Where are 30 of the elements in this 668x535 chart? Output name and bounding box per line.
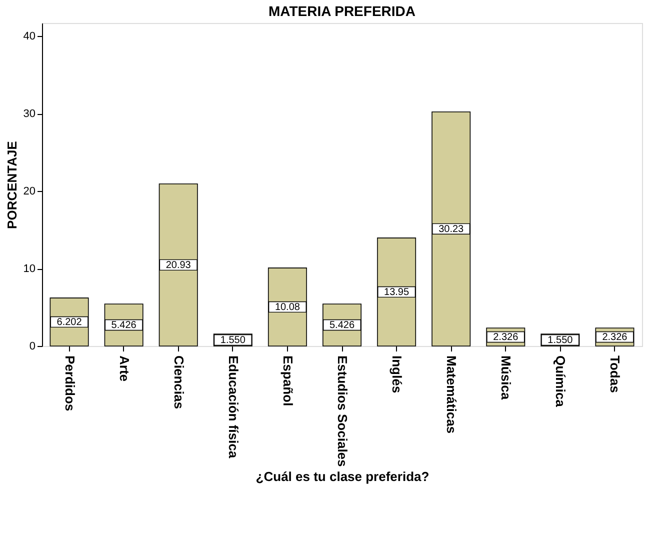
- data-label: 5.426: [111, 320, 137, 331]
- y-axis-title: PORCENTAJE: [4, 140, 20, 229]
- y-tick-label: 0: [29, 340, 36, 352]
- y-tick-label: 10: [23, 263, 36, 276]
- data-label: 5.426: [329, 320, 355, 331]
- data-label: 6.202: [56, 316, 82, 328]
- x-tick-label: Estudios Sociales: [335, 356, 350, 467]
- x-tick-label: Matemáticas: [444, 356, 460, 434]
- x-tick-label: Ciencias: [171, 356, 186, 409]
- data-label: 2.326: [493, 332, 519, 343]
- x-axis-title: ¿Cuál es tu clase preferida?: [256, 468, 430, 484]
- x-tick-label: Inglés: [390, 356, 405, 394]
- x-tick-label: Todas: [608, 356, 623, 393]
- data-label: 1.550: [220, 334, 246, 346]
- data-label: 30.23: [438, 224, 464, 235]
- x-tick-label: Química: [553, 356, 568, 408]
- y-tick-label: 30: [23, 108, 36, 120]
- data-label: 13.95: [384, 286, 410, 298]
- data-label: 20.93: [166, 260, 192, 271]
- x-tick-label: Educación física: [226, 356, 241, 459]
- x-tick-label: Perdidos: [62, 356, 78, 412]
- data-label: 1.550: [548, 334, 574, 346]
- x-tick-label: Español: [280, 356, 296, 406]
- x-tick-label: Música: [498, 356, 514, 400]
- y-tick-label: 40: [23, 30, 36, 43]
- x-tick-label: Arte: [116, 356, 132, 382]
- data-label: 10.08: [274, 302, 300, 313]
- chart-title: MATERIA PREFERIDA: [268, 3, 416, 19]
- y-tick-label: 20: [23, 186, 36, 198]
- data-label: 2.326: [602, 332, 628, 343]
